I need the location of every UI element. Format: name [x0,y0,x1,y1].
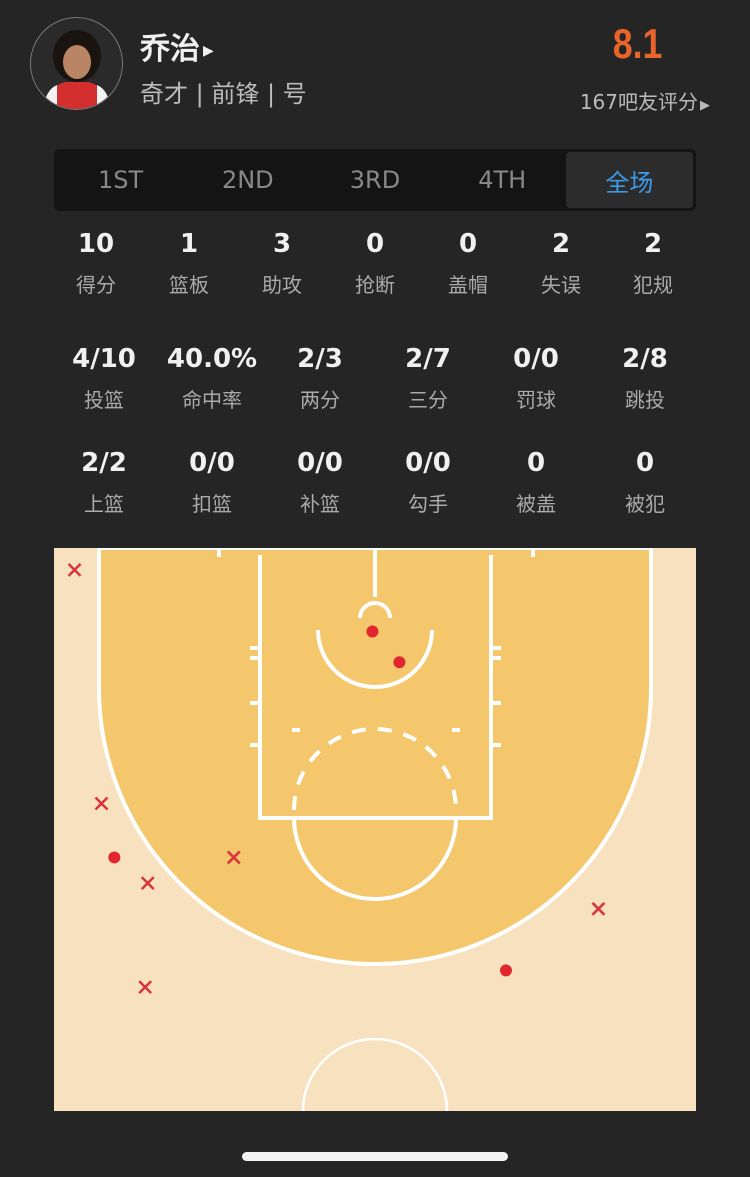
player-avatar[interactable] [30,17,123,110]
stat-value: 0/0 [513,344,559,374]
caret-right-icon: ▶ [700,98,710,113]
stat-value: 2 [551,229,571,259]
shot-missed-0 [67,562,82,577]
stat-stats_row1-4: 0 盖帽 [418,229,518,298]
player-score: 8.1 [612,20,662,67]
stat-value: 0 [365,229,385,259]
shot-made-9 [499,964,512,977]
stat-stats_row3-1: 0/0 扣篮 [162,448,262,517]
stat-label: 勾手 [408,492,448,516]
stat-stats_row2-1: 40.0% 命中率 [162,344,262,413]
player-photo [43,30,111,109]
stat-stats_row3-3: 0/0 勾手 [378,448,478,517]
shot-made-4 [108,851,121,864]
period-tabs: 1ST 2ND 3RD 4TH 全场 [54,149,696,211]
stat-value: 4/10 [72,344,136,374]
hash-marks [217,548,535,747]
stat-label: 犯规 [633,273,673,297]
stat-value: 0/0 [189,448,235,478]
stat-label: 助攻 [262,273,302,297]
stat-stats_row3-4: 0 被盖 [486,448,586,517]
stat-label: 被犯 [625,492,665,516]
restricted-area [316,629,434,689]
stat-label: 得分 [76,273,116,297]
stat-stats_row2-5: 2/8 跳投 [595,344,695,413]
stat-stats_row2-0: 4/10 投篮 [54,344,154,413]
rim [358,601,392,619]
stat-value: 2 [643,229,663,259]
stat-value: 2/3 [297,344,343,374]
stat-label: 罚球 [516,388,556,412]
stat-stats_row3-2: 0/0 补篮 [270,448,370,517]
stat-stats_row2-4: 0/0 罚球 [486,344,586,413]
shot-chart [54,548,696,1111]
stat-value: 2/2 [81,448,127,478]
stat-label: 盖帽 [448,273,488,297]
stat-value: 0/0 [297,448,343,478]
tab-1st[interactable]: 1ST [98,166,144,194]
shot-missed-5 [140,876,155,891]
stat-stats_row1-2: 3 助攻 [232,229,332,298]
player-info: 奇才 | 前锋 | 号 [140,80,307,108]
shot-missed-6 [226,850,241,865]
stat-value: 10 [77,229,115,259]
stat-stats_row1-1: 1 篮板 [139,229,239,298]
stat-label: 篮板 [169,273,209,297]
stat-label: 三分 [408,388,448,412]
player-name[interactable]: 乔治 ▶ [140,32,214,67]
stat-label: 补篮 [300,492,340,516]
stat-stats_row1-0: 10 得分 [46,229,146,298]
tab-full-game[interactable]: 全场 [565,152,694,208]
stat-label: 投篮 [84,388,124,412]
tab-3rd[interactable]: 3RD [349,166,401,194]
free-throw-circle-dashed [292,727,458,811]
tab-2nd[interactable]: 2ND [221,166,274,194]
lane [258,555,493,820]
shot-made-2 [393,656,406,669]
stat-value: 0 [526,448,546,478]
stat-stats_row2-2: 2/3 两分 [270,344,370,413]
shot-missed-7 [138,980,153,995]
stat-label: 抢断 [355,273,395,297]
shot-missed-8 [591,901,606,916]
stat-value: 0 [458,229,478,259]
center-circle [301,1037,449,1111]
stat-value: 0/0 [405,448,451,478]
stat-label: 失误 [541,273,581,297]
shot-missed-3 [94,796,109,811]
stat-stats_row3-0: 2/2 上篮 [54,448,154,517]
stat-label: 命中率 [182,388,242,412]
stat-label: 上篮 [84,492,124,516]
stat-label: 两分 [300,388,340,412]
stat-stats_row3-5: 0 被犯 [595,448,695,517]
stat-value: 3 [272,229,292,259]
stat-value: 0 [635,448,655,478]
caret-right-icon: ▶ [203,42,214,59]
stat-value: 2/7 [405,344,451,374]
shot-made-1 [366,625,379,638]
home-indicator[interactable] [242,1152,508,1161]
tab-4th[interactable]: 4TH [478,166,527,194]
fan-rating-link[interactable]: 167吧友评分 ▶ [579,90,710,114]
stat-value: 40.0% [166,344,258,374]
free-throw-circle-solid [292,817,458,901]
stat-stats_row2-3: 2/7 三分 [378,344,478,413]
stat-stats_row1-3: 0 抢断 [325,229,425,298]
stat-value: 2/8 [622,344,668,374]
stat-value: 1 [179,229,199,259]
stat-label: 扣篮 [192,492,232,516]
stat-stats_row1-6: 2 犯规 [603,229,703,298]
stat-label: 跳投 [625,388,665,412]
stat-label: 被盖 [516,492,556,516]
stat-stats_row1-5: 2 失误 [511,229,611,298]
